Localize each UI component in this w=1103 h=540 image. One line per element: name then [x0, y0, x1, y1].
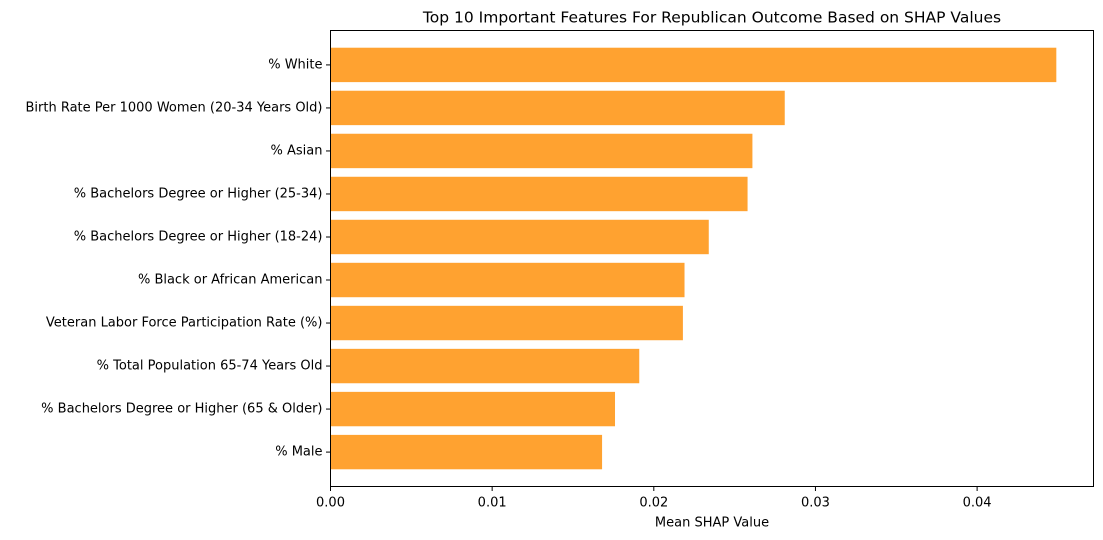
category-label-1: % White — [268, 57, 322, 72]
x-tick-label-4: 0.03 — [801, 496, 830, 511]
bar-5 — [330, 219, 709, 255]
category-label-10: % Male — [275, 445, 322, 460]
category-label-4: % Bachelors Degree or Higher (25-34) — [74, 186, 323, 201]
category-label-7: Veteran Labor Force Participation Rate (… — [46, 316, 323, 331]
bar-2 — [330, 90, 785, 126]
category-label-6: % Black or African American — [138, 273, 323, 288]
bar-4 — [330, 176, 748, 212]
category-label-3: % Asian — [271, 143, 323, 158]
bars-group — [330, 47, 1057, 470]
x-tick-label-1: 0.00 — [316, 496, 345, 511]
category-label-8: % Total Population 65-74 Years Old — [97, 359, 323, 374]
category-labels: % White Birth Rate Per 1000 Women (20-34 … — [25, 57, 331, 460]
chart-title: Top 10 Important Features For Republican… — [422, 9, 1001, 27]
x-axis: 0.00 0.01 0.02 0.03 0.04 — [316, 486, 992, 511]
category-label-2: Birth Rate Per 1000 Women (20-34 Years O… — [25, 100, 322, 115]
category-label-5: % Bachelors Degree or Higher (18-24) — [74, 229, 323, 244]
x-tick-label-5: 0.04 — [963, 496, 992, 511]
bar-1 — [330, 47, 1057, 83]
bar-6 — [330, 262, 685, 298]
x-tick-label-2: 0.01 — [478, 496, 507, 511]
x-axis-title: Mean SHAP Value — [655, 516, 769, 531]
category-label-9: % Bachelors Degree or Higher (65 & Older… — [41, 402, 322, 417]
x-tick-label-3: 0.02 — [639, 496, 668, 511]
bar-7 — [330, 305, 683, 341]
bar-3 — [330, 133, 753, 169]
bar-10 — [330, 434, 603, 470]
plot-frame — [330, 30, 1094, 487]
bar-8 — [330, 348, 640, 384]
bar-9 — [330, 391, 616, 427]
